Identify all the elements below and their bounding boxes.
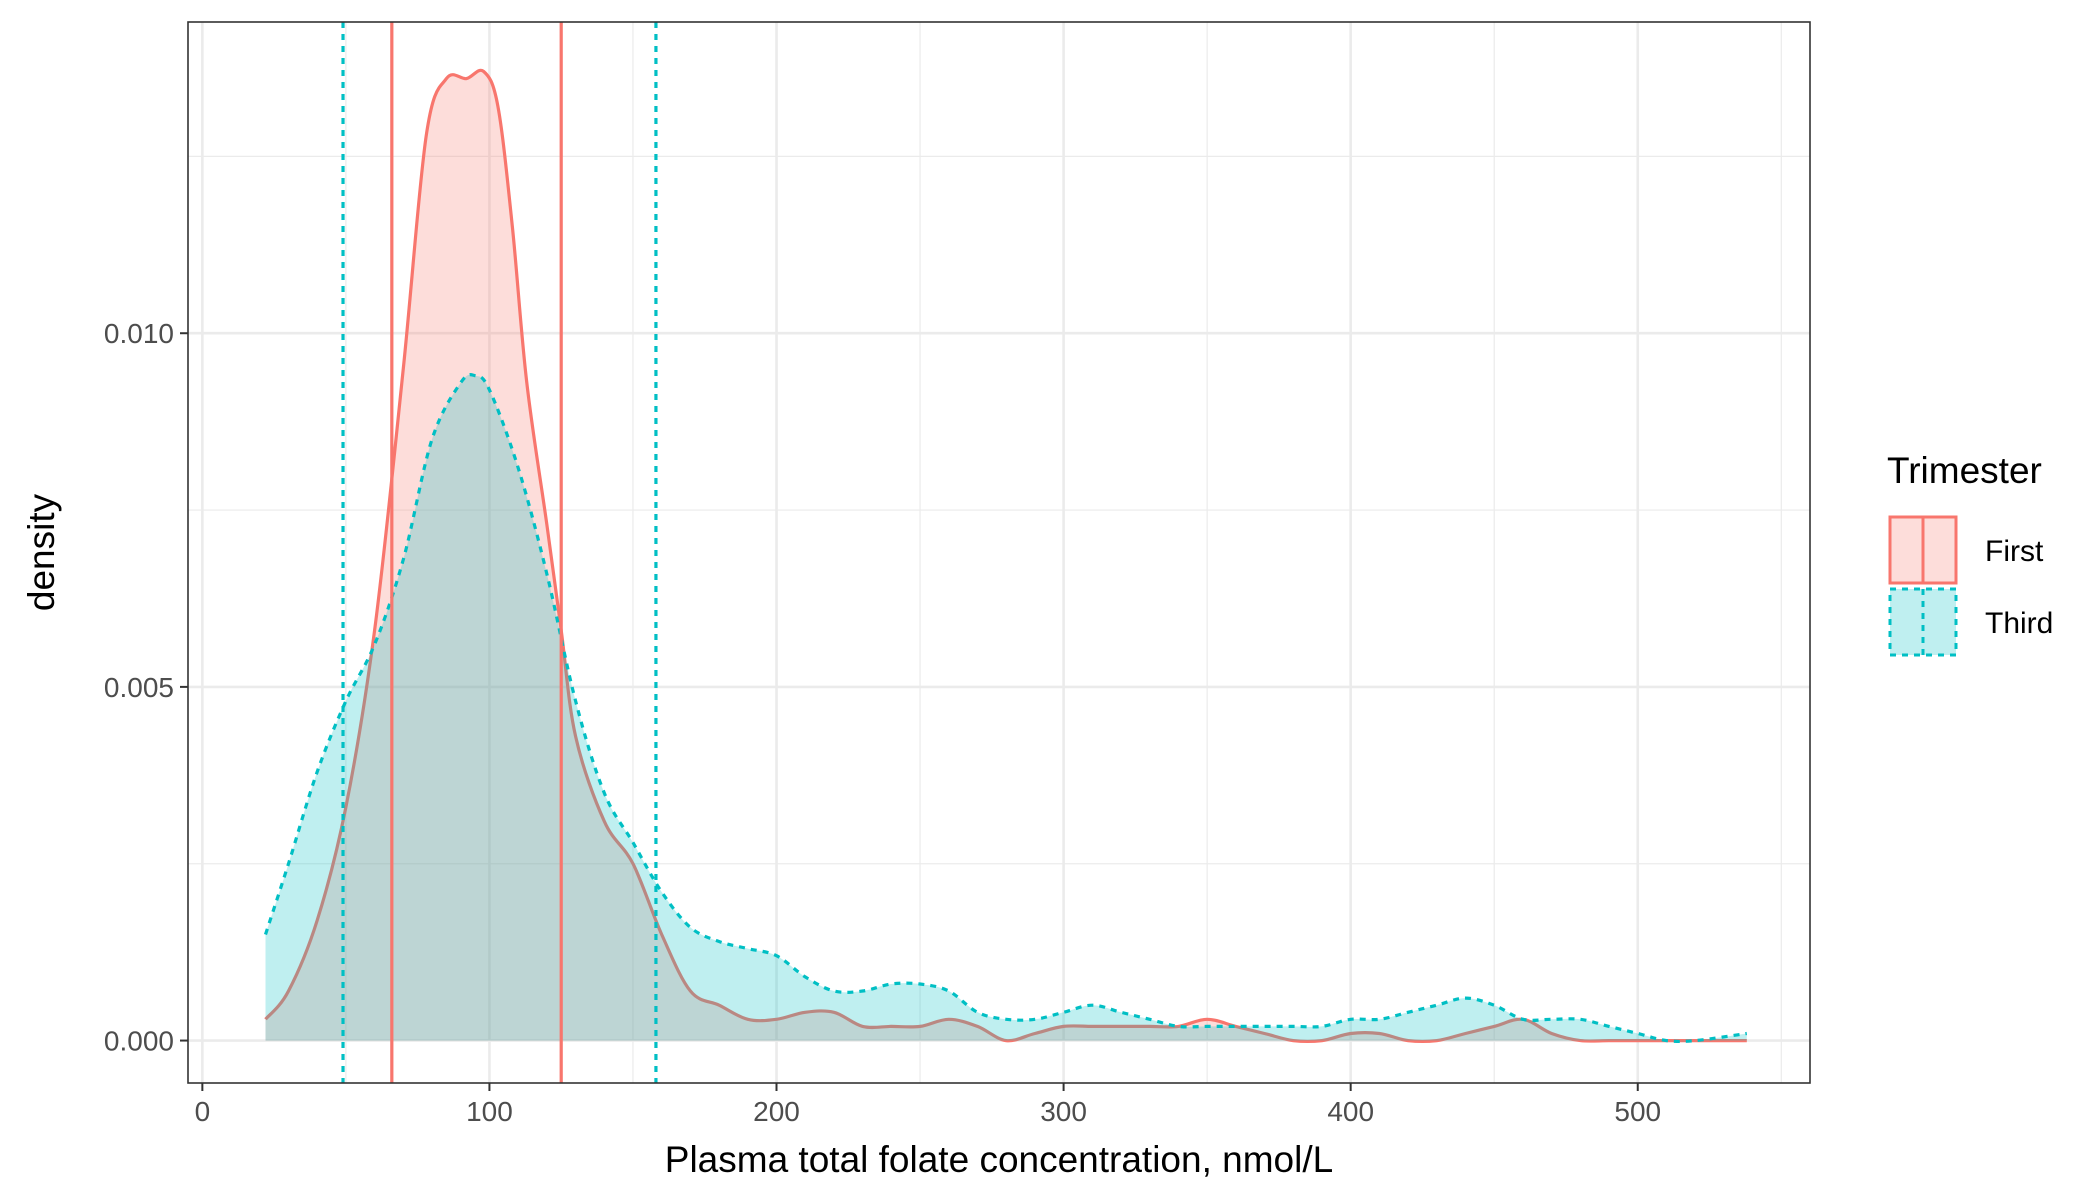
y-tick-label: 0.010 [104,318,174,349]
x-tick-label: 500 [1614,1096,1661,1127]
y-tick-label: 0.005 [104,672,174,703]
third-legend-label: Third [1985,607,2053,640]
legend-keys: First Third [1888,515,2053,657]
legend-title: Trimester [1887,450,2042,491]
first-density-area [265,70,1747,1042]
x-axis-title: Plasma total folate concentration, nmol/… [665,1139,1333,1180]
legend: Trimester First Third [1887,450,2053,657]
x-tick-label: 300 [1040,1096,1087,1127]
first-legend-label: First [1985,535,2044,568]
first-density-line [264,68,1747,1044]
density-areas [263,68,1748,1044]
x-tick-label: 0 [195,1096,211,1127]
axes: 0 100 200 300 400 500 0.000 0.005 0.010 [104,318,1661,1127]
x-tick-label: 200 [753,1096,800,1127]
reference-lines [341,22,658,1083]
x-tick-label: 400 [1327,1096,1374,1127]
plot-panel-border [187,21,1811,1084]
y-axis-title: density [21,493,62,611]
third-density-area [265,374,1747,1042]
third-density-line [263,373,1748,1044]
x-tick-label: 100 [466,1096,513,1127]
third-legend-key [1888,587,1958,657]
y-tick-label: 0.000 [104,1026,174,1057]
grid [188,22,1810,1083]
